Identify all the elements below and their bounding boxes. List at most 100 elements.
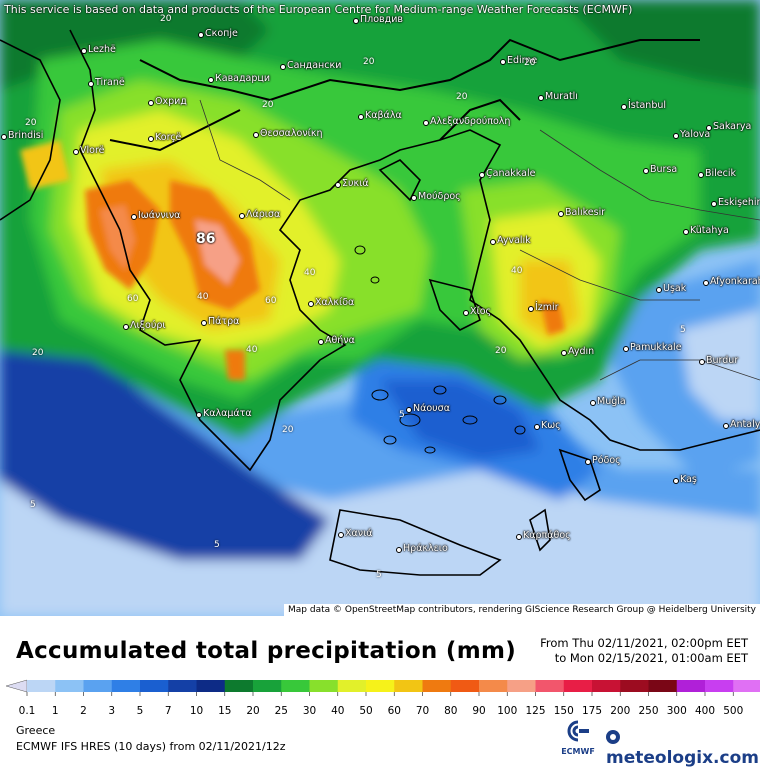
colorbar-tick-label: 7: [165, 705, 172, 716]
city-label: Ρόδος: [585, 455, 621, 466]
city-label: Afyonkarahisar: [702, 276, 760, 287]
legend-footer: Accumulated total precipitation (mm) Fro…: [0, 616, 760, 768]
colorbar-segment: [450, 680, 480, 692]
colorbar-tick-label: 25: [275, 705, 288, 716]
contour-value-label: 5: [399, 410, 405, 420]
city-label: Edirne: [499, 55, 538, 66]
colorbar-segment: [309, 680, 339, 692]
city-label: Kaş: [673, 474, 697, 485]
colorbar-tick-label: 15: [218, 705, 231, 716]
colorbar-segment: [648, 680, 678, 692]
city-label: Aydın: [560, 346, 595, 357]
city-label: Καλαμάτα: [196, 408, 252, 419]
city-label: Pamukkale: [623, 342, 682, 353]
contour-value-label: 20: [25, 118, 37, 128]
contour-value-label: 5: [30, 500, 36, 510]
city-label: Balıkesir: [557, 207, 606, 218]
city-label: Συκιά: [335, 178, 369, 189]
colorbar-tick-label: 500: [723, 705, 743, 716]
colorbar-tick-label: 30: [303, 705, 316, 716]
coastlines: [0, 29, 760, 576]
contour-value-label: 60: [265, 296, 277, 306]
period-from: From Thu 02/11/2021, 02:00pm EET: [540, 636, 748, 650]
internal-borders: [199, 99, 760, 381]
contour-value-label: 5: [680, 325, 686, 335]
colorbar-tick-label: 1: [52, 705, 59, 716]
colorbar-tick-label: 400: [695, 705, 715, 716]
city-label: Lezhë: [81, 44, 116, 55]
city-label: Ηράκλειο: [396, 543, 448, 554]
contour-value-label: 20: [160, 14, 172, 24]
city-label: Κως: [534, 420, 561, 431]
city-label: Пловдив: [353, 14, 403, 25]
city-label: İzmir: [528, 302, 559, 313]
city-label: Λιξούρι: [123, 320, 166, 331]
ecmwf-logo-text: ECMWF: [561, 747, 595, 756]
contour-value-label: 5: [376, 570, 382, 580]
colorbar-segment: [27, 680, 56, 692]
city-label: Korçë: [147, 132, 182, 143]
colorbar-tick-label: 90: [472, 705, 485, 716]
colorbar-tick-label: 300: [667, 705, 687, 716]
city-label: Kütahya: [683, 225, 729, 236]
city-label: Brindisi: [0, 130, 44, 141]
aegean-islands: [354, 245, 526, 454]
colorbar-tick-label: 40: [331, 705, 344, 716]
colorbar-segment: [592, 680, 621, 692]
colorbar-tick-label: 70: [416, 705, 429, 716]
colorbar-tick-label: 20: [246, 705, 259, 716]
colorbar-tick-label: 100: [497, 705, 517, 716]
city-label: Кавадарци: [207, 73, 271, 84]
colorbar-tick-label: 50: [359, 705, 372, 716]
city-label: Uşak: [655, 283, 687, 294]
colorbar: 0.1 1 2 3 5 7 10 15 20 25 30 40 50 60 70 80 90 100 125 150 1…: [5, 679, 760, 716]
precip-fields: [0, 0, 760, 616]
colorbar-segment: [366, 680, 395, 692]
city-label: İstanbul: [620, 100, 667, 111]
city-label: Λάρισα: [238, 209, 281, 220]
period-to: to Mon 02/15/2021, 01:00am EET: [554, 651, 748, 665]
colorbar-segment: [111, 680, 141, 692]
colorbar-tick-label: 175: [582, 705, 602, 716]
contour-value-label: 20: [456, 92, 468, 102]
colorbar-segment: [733, 680, 760, 692]
city-label: Αθήνα: [318, 335, 355, 346]
colorbar-segment: [563, 680, 593, 692]
heavy-precip-cores: [20, 140, 565, 380]
colorbar-tick-label: 60: [388, 705, 401, 716]
map-attribution: Map data © OpenStreetMap contributors, r…: [284, 604, 760, 616]
colorbar-segment: [83, 680, 113, 692]
precipitation-map: This service is based on data and produc…: [0, 0, 760, 616]
contour-value-label: 60: [127, 294, 139, 304]
contour-value-label: 20: [363, 57, 375, 67]
colorbar-tick-label: 2: [80, 705, 87, 716]
colorbar-tick-label: 5: [137, 705, 144, 716]
meteologix-logo[interactable]: meteologix.com: [606, 728, 760, 768]
city-label: Tiranë: [88, 77, 125, 88]
meteologix-logo-text: meteologix.com: [606, 748, 759, 768]
contour-value-label: 40: [304, 268, 316, 278]
colorbar-segment: [337, 680, 367, 692]
colorbar-segment: [620, 680, 649, 692]
forecast-period: From Thu 02/11/2021, 02:00pm EET to Mon …: [540, 636, 748, 666]
ecmwf-source-note: This service is based on data and produc…: [4, 3, 633, 16]
city-label: Αλεξανδρούπολη: [422, 116, 511, 127]
colorbar-tick-label: 80: [444, 705, 457, 716]
colorbar-left-arrow: [5, 679, 28, 693]
city-label: Χίος: [462, 306, 492, 317]
city-label: Muratlı: [538, 91, 578, 102]
colorbar-segment: [224, 680, 254, 692]
colorbar-segment: [281, 680, 310, 692]
colorbar-tick-label: 0.1: [19, 705, 36, 716]
contour-value-label: 20: [524, 58, 536, 68]
colorbar-tick-label: 10: [190, 705, 203, 716]
colorbar-segment: [422, 680, 452, 692]
colorbar-tick-label: 250: [638, 705, 658, 716]
contour-value-label: 40: [246, 345, 258, 355]
city-label: Ayvalık: [490, 235, 531, 246]
city-label: Καβάλα: [358, 110, 402, 121]
city-label: Сандански: [279, 60, 342, 71]
colorbar-segment: [196, 680, 226, 692]
city-label: Muğla: [590, 396, 626, 407]
colorbar-segment: [479, 680, 508, 692]
